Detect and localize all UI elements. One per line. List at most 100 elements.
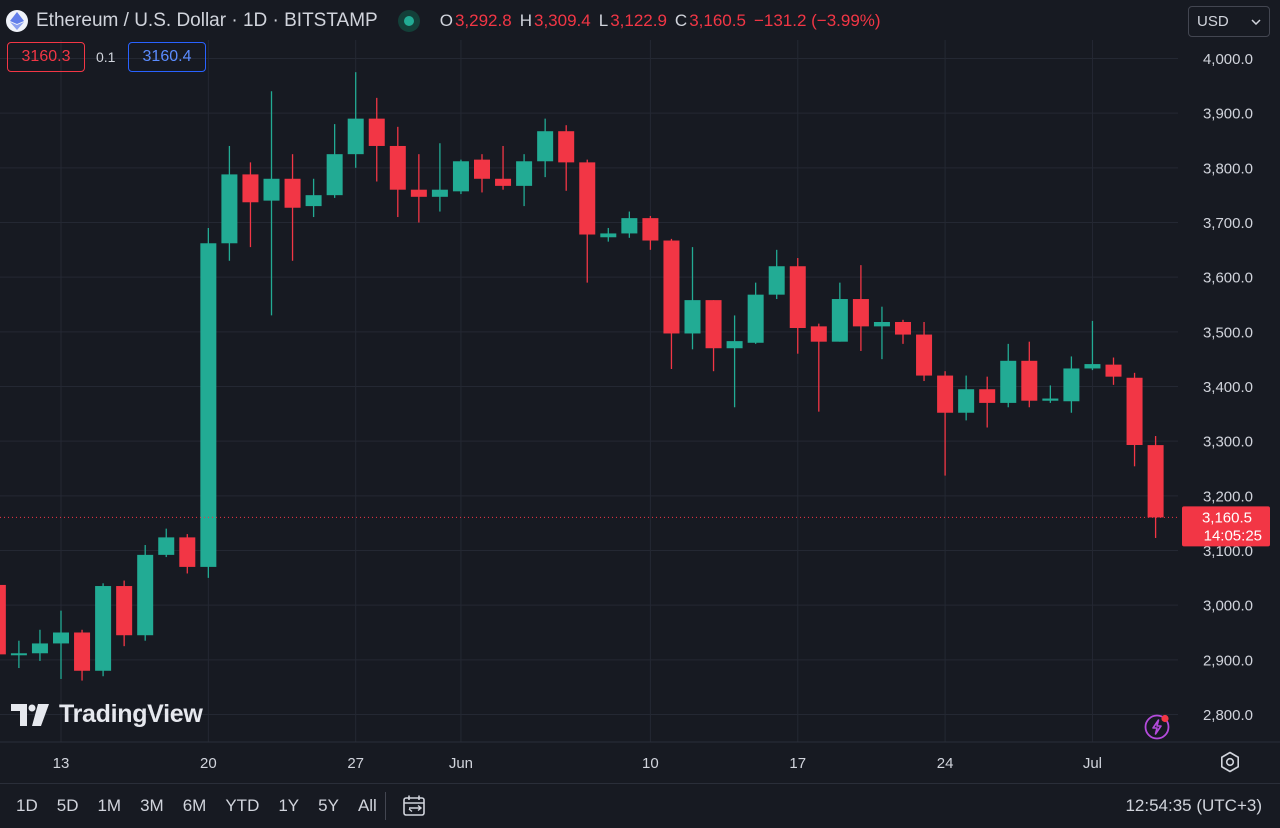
candle [1105, 357, 1122, 385]
candle [789, 258, 806, 354]
candle-body [768, 266, 785, 295]
x-tick-label: Jun [449, 755, 473, 772]
range-all[interactable]: All [357, 796, 377, 815]
candle-body [0, 584, 6, 655]
ohlc-open-key: O [439, 11, 453, 30]
ohlc-open-value: 3,292.8 [454, 11, 512, 30]
y-tick-label: 3,600.0 [1203, 270, 1253, 287]
candle [747, 282, 764, 344]
candle [726, 315, 743, 408]
candle-body [1063, 368, 1080, 402]
symbol-title[interactable]: Ethereum / U.S. Dollar · 1D · BITSTAMP [36, 10, 378, 31]
clock-timezone[interactable]: 12:54:35 (UTC+3) [1125, 796, 1262, 815]
y-tick-label: 3,200.0 [1203, 488, 1253, 505]
candle [95, 583, 112, 677]
last-price-label-bg [1182, 506, 1270, 547]
candle-body [474, 159, 490, 179]
x-tick-label: 13 [53, 755, 70, 772]
candle-body [958, 389, 975, 413]
candle-body [221, 174, 238, 244]
axes: 4,000.0 3,900.0 3,800.0 3,700.0 3,600.0 3,500… [0, 51, 1280, 772]
candle-body [558, 131, 575, 163]
candle-body [431, 189, 448, 197]
candle-body [1084, 364, 1101, 369]
candle-body [895, 321, 911, 335]
candle [937, 371, 954, 476]
candle [1063, 356, 1080, 413]
tradingview-logo[interactable]: TradingView [11, 700, 203, 729]
buy-button[interactable]: 3160.4 [128, 42, 206, 72]
candle [474, 154, 490, 193]
ohlc-close-key: C [674, 11, 688, 30]
candle [1021, 341, 1038, 408]
candle [684, 247, 701, 350]
candle [1042, 385, 1059, 403]
candle [916, 321, 933, 382]
ohlc-high-value: 3,309.4 [533, 11, 591, 30]
candle-body [1147, 445, 1164, 518]
range-1d[interactable]: 1D [16, 796, 38, 815]
currency-select[interactable]: USD [1188, 6, 1270, 37]
candle-body [537, 131, 554, 162]
candle-body [579, 162, 596, 235]
candle-body [137, 554, 154, 636]
candle-body [116, 586, 133, 636]
candle-body [452, 161, 469, 192]
candle-body [937, 375, 954, 413]
candle [221, 145, 238, 261]
candle [410, 154, 427, 223]
last-price-value: 3,160.5 [1202, 509, 1252, 526]
x-tick-label: 10 [642, 755, 659, 772]
range-5y[interactable]: 5Y [318, 796, 339, 815]
candle [979, 376, 996, 428]
candle-body [389, 145, 406, 190]
range-3m[interactable]: 3M [140, 796, 164, 815]
range-6m[interactable]: 6M [182, 796, 207, 815]
candle [31, 629, 48, 661]
candle [600, 227, 617, 242]
market-status-icon[interactable] [397, 10, 420, 32]
candle-body [747, 294, 764, 343]
candle-body [200, 243, 217, 567]
candle [831, 282, 848, 342]
y-tick-label: 3,000.0 [1203, 598, 1253, 615]
candle [642, 215, 659, 250]
range-1y[interactable]: 1Y [278, 796, 300, 815]
candle [179, 534, 196, 574]
x-tick-label: 17 [789, 755, 806, 772]
range-ytd[interactable]: YTD [225, 796, 260, 815]
candle-body [31, 643, 48, 654]
ohlc-high-key: H [519, 11, 532, 30]
candle-body [789, 266, 806, 329]
candle [768, 249, 785, 300]
last-price-marker: 3,160.514:05:25 [0, 506, 1270, 547]
range-1m[interactable]: 1M [97, 796, 122, 815]
settings-gear-icon[interactable] [1218, 750, 1242, 774]
candle [389, 126, 406, 218]
candle [495, 145, 512, 190]
candle-body [1021, 360, 1038, 401]
candle [431, 143, 448, 212]
candle [958, 375, 975, 421]
candle [621, 211, 638, 238]
sell-button[interactable]: 3160.3 [7, 42, 85, 72]
range-5d[interactable]: 5D [56, 796, 79, 815]
candle-body [684, 300, 701, 334]
candle-body [873, 321, 890, 327]
candle-body [1042, 398, 1059, 401]
y-tick-label: 3,500.0 [1203, 324, 1253, 341]
ohlc-close-value: 3,160.5 [689, 11, 746, 30]
ohlc-low-value: 3,122.9 [610, 11, 667, 30]
bolt-icon[interactable] [1143, 713, 1171, 741]
candle-body [410, 189, 427, 197]
candle [516, 154, 533, 207]
candle [368, 97, 385, 182]
x-tick-label: 20 [200, 755, 217, 772]
y-tick-label: 3,300.0 [1203, 434, 1253, 451]
candle-body [705, 300, 722, 349]
candle [263, 91, 280, 316]
candle-body [263, 178, 280, 201]
candle [0, 584, 6, 655]
calendar-range-icon[interactable] [402, 794, 428, 818]
